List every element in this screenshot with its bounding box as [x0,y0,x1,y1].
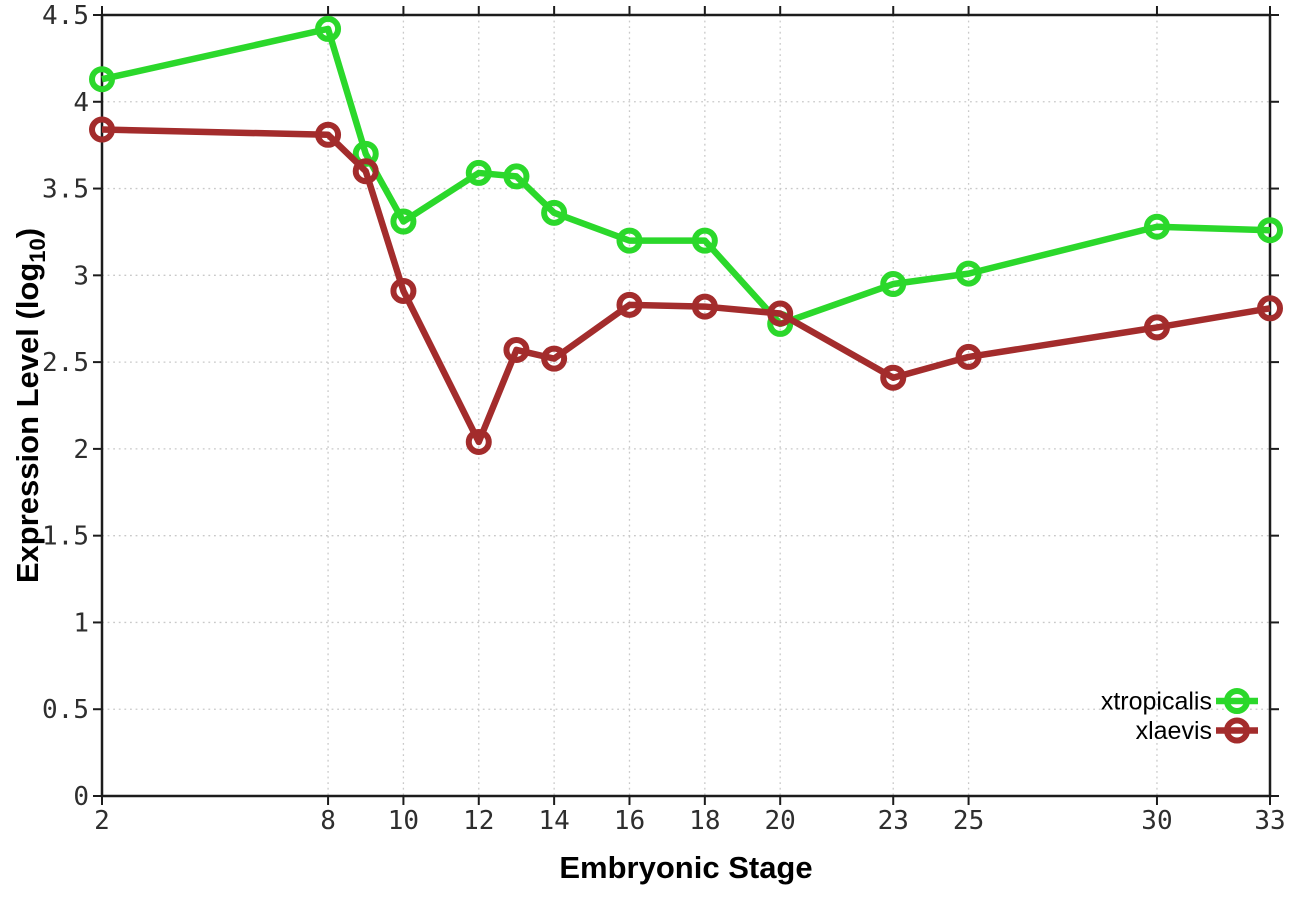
y-tick-label: 1.5 [42,522,89,552]
x-tick-label: 14 [538,806,569,836]
y-tick-label: 1 [73,608,89,638]
data-point-marker-xlaevis [1257,295,1283,322]
x-tick-label: 18 [689,806,720,836]
data-point-marker-xlaevis [315,121,342,148]
y-tick-label: 4 [73,88,89,118]
data-point-marker-xtropicalis [390,208,417,235]
data-point-marker-xlaevis [1143,314,1170,341]
x-tick-label: 25 [953,806,984,836]
legend-entry-xlaevis: xlaevis [1136,717,1258,745]
data-point-marker-xtropicalis [1143,213,1170,240]
data-point-marker-xlaevis [541,345,568,372]
y-axis-title: Expression Level (log10) [10,228,50,583]
plot-border [100,13,1272,798]
data-point-marker-xtropicalis [880,271,907,298]
x-tick-label: 10 [388,806,419,836]
data-point-marker-xtropicalis [1257,217,1283,244]
data-point-marker-xlaevis [503,336,530,363]
data-point-marker-xlaevis [955,343,982,370]
x-tick-label: 16 [614,806,645,836]
y-tick-label: 3 [73,261,89,291]
data-point-marker-xlaevis [352,158,379,185]
data-point-marker-xtropicalis [955,260,982,287]
x-tick-label: 30 [1141,806,1172,836]
data-point-marker-xtropicalis [691,227,718,254]
x-axis-title: Embryonic Stage [559,850,812,885]
x-tick-label: 23 [878,806,909,836]
data-point-marker-xlaevis [767,300,794,327]
series-line-xlaevis [101,126,1271,446]
y-tick-label: 2.5 [42,348,89,378]
legend-entry-xtropicalis: xtropicalis [1101,688,1258,716]
x-tick-label: 20 [765,806,796,836]
legend-label-xtropicalis: xtropicalis [1101,688,1212,716]
x-tick-label: 8 [320,806,336,836]
x-tick-label: 2 [94,806,110,836]
y-tick-label: 4.5 [42,1,89,31]
data-point-marker-xlaevis [465,428,492,455]
data-point-marker-xlaevis [616,291,643,318]
data-point-marker-xlaevis [390,277,417,304]
data-point-marker-xtropicalis [89,66,115,93]
data-point-marker-xtropicalis [503,163,530,190]
data-point-marker-xtropicalis [315,15,342,42]
legend-label-xlaevis: xlaevis [1136,717,1212,745]
data-point-marker-xtropicalis [465,159,492,186]
y-tick-label: 3.5 [42,175,89,205]
x-tick-label: 33 [1254,806,1285,836]
legend-marker-sample [1224,688,1250,714]
data-point-marker-xtropicalis [616,227,643,254]
data-point-marker-xtropicalis [541,199,568,226]
legend-marker-sample [1224,717,1250,744]
y-tick-label: 2 [73,435,89,465]
data-point-marker-xlaevis [880,364,907,391]
x-tick-label: 12 [463,806,494,836]
y-tick-label: 0.5 [42,695,89,725]
y-tick-label: 0 [73,782,89,812]
data-point-marker-xlaevis [89,116,115,143]
data-point-marker-xlaevis [691,293,718,320]
